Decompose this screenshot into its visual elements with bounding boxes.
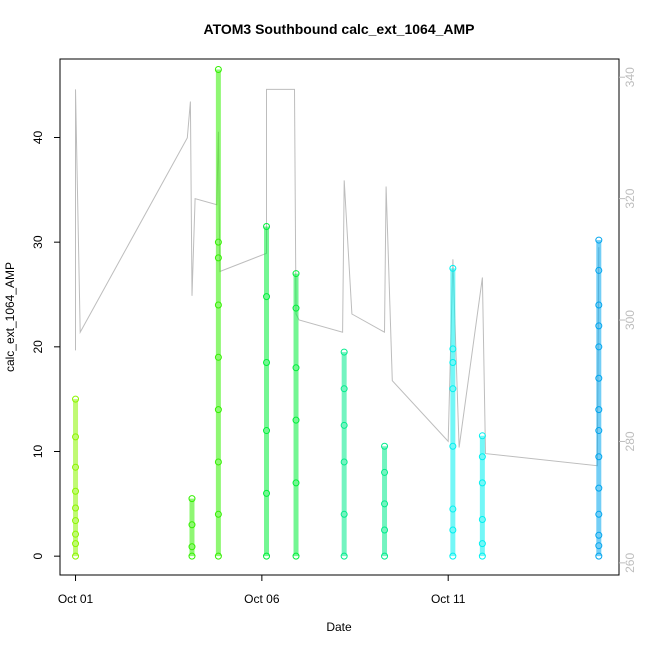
data-point — [595, 453, 603, 461]
data-point — [263, 552, 271, 560]
data-point — [292, 270, 300, 278]
bottom-axis: Oct 01 Oct 06 Oct 11 — [58, 575, 466, 606]
data-point — [595, 374, 603, 382]
data-point — [340, 348, 348, 356]
data-point — [292, 416, 300, 424]
data-point — [72, 463, 80, 471]
data-point — [595, 542, 603, 550]
data-point — [449, 359, 457, 367]
y2-tick-label: 340 — [623, 67, 637, 87]
data-point — [340, 458, 348, 466]
data-point — [72, 504, 80, 512]
data-point — [72, 530, 80, 538]
y-tick-label: 30 — [31, 235, 45, 249]
y2-tick-label: 300 — [623, 310, 637, 330]
data-point — [449, 505, 457, 513]
data-point — [381, 468, 389, 476]
data-point — [292, 364, 300, 372]
data-point — [292, 552, 300, 560]
data-point — [595, 552, 603, 560]
y-tick-label: 10 — [31, 445, 45, 459]
x-tick-label: Oct 06 — [244, 592, 280, 606]
right-axis: 260 280 300 320 340 — [619, 67, 637, 573]
data-point — [72, 487, 80, 495]
data-point — [263, 359, 271, 367]
x-axis-label: Date — [326, 620, 352, 634]
data-point — [449, 264, 457, 272]
data-point — [188, 495, 196, 503]
y2-tick-label: 260 — [623, 553, 637, 573]
data-point — [449, 345, 457, 353]
left-axis: 0 10 20 30 40 — [31, 131, 60, 560]
y2-tick-label: 320 — [623, 188, 637, 208]
data-point — [340, 421, 348, 429]
data-point — [381, 500, 389, 508]
data-point — [292, 479, 300, 487]
data-point — [478, 479, 486, 487]
y-tick-label: 0 — [31, 553, 45, 560]
data-point — [263, 489, 271, 497]
y-tick-label: 20 — [31, 340, 45, 354]
data-point — [595, 406, 603, 414]
data-point — [72, 433, 80, 441]
data-point — [188, 521, 196, 529]
data-point — [214, 301, 222, 309]
data-point — [214, 458, 222, 466]
data-point — [72, 517, 80, 525]
plot-frame — [59, 58, 620, 576]
data-point — [449, 552, 457, 560]
data-point — [449, 526, 457, 534]
data-point — [214, 353, 222, 361]
data-point — [381, 552, 389, 560]
data-point — [214, 510, 222, 518]
y-axis-label: calc_ext_1064_AMP — [3, 262, 17, 372]
data-point — [449, 442, 457, 450]
data-point — [340, 552, 348, 560]
point-layer — [72, 65, 603, 560]
data-point — [214, 65, 222, 73]
data-point — [595, 266, 603, 274]
data-point — [263, 427, 271, 435]
x-tick-label: Oct 01 — [58, 592, 94, 606]
data-point — [595, 531, 603, 539]
data-point — [595, 484, 603, 492]
data-point — [478, 453, 486, 461]
data-point — [340, 385, 348, 393]
data-point — [72, 395, 80, 403]
data-point — [72, 552, 80, 560]
data-point — [449, 385, 457, 393]
data-point — [478, 516, 486, 524]
data-point — [72, 540, 80, 548]
data-point — [214, 254, 222, 262]
chart-title: ATOM3 Southbound calc_ext_1064_AMP — [204, 21, 475, 37]
data-point — [263, 293, 271, 301]
data-point — [595, 301, 603, 309]
data-point — [595, 427, 603, 435]
data-point — [188, 552, 196, 560]
line-layer — [75, 88, 600, 467]
data-point — [214, 552, 222, 560]
data-point — [340, 510, 348, 518]
secondary-series-line — [75, 88, 600, 467]
data-point — [292, 304, 300, 312]
x-tick-label: Oct 11 — [431, 592, 466, 606]
data-point — [381, 442, 389, 450]
data-point — [214, 406, 222, 414]
y2-tick-label: 280 — [623, 431, 637, 451]
data-point — [595, 343, 603, 351]
data-point — [188, 543, 196, 551]
data-point — [263, 222, 271, 230]
data-point — [478, 432, 486, 440]
data-point — [478, 552, 486, 560]
y-tick-label: 40 — [31, 131, 45, 145]
data-point — [214, 238, 222, 246]
data-point — [381, 526, 389, 534]
data-point — [595, 510, 603, 518]
data-point — [595, 322, 603, 330]
data-point — [595, 236, 603, 244]
data-point — [478, 540, 486, 548]
